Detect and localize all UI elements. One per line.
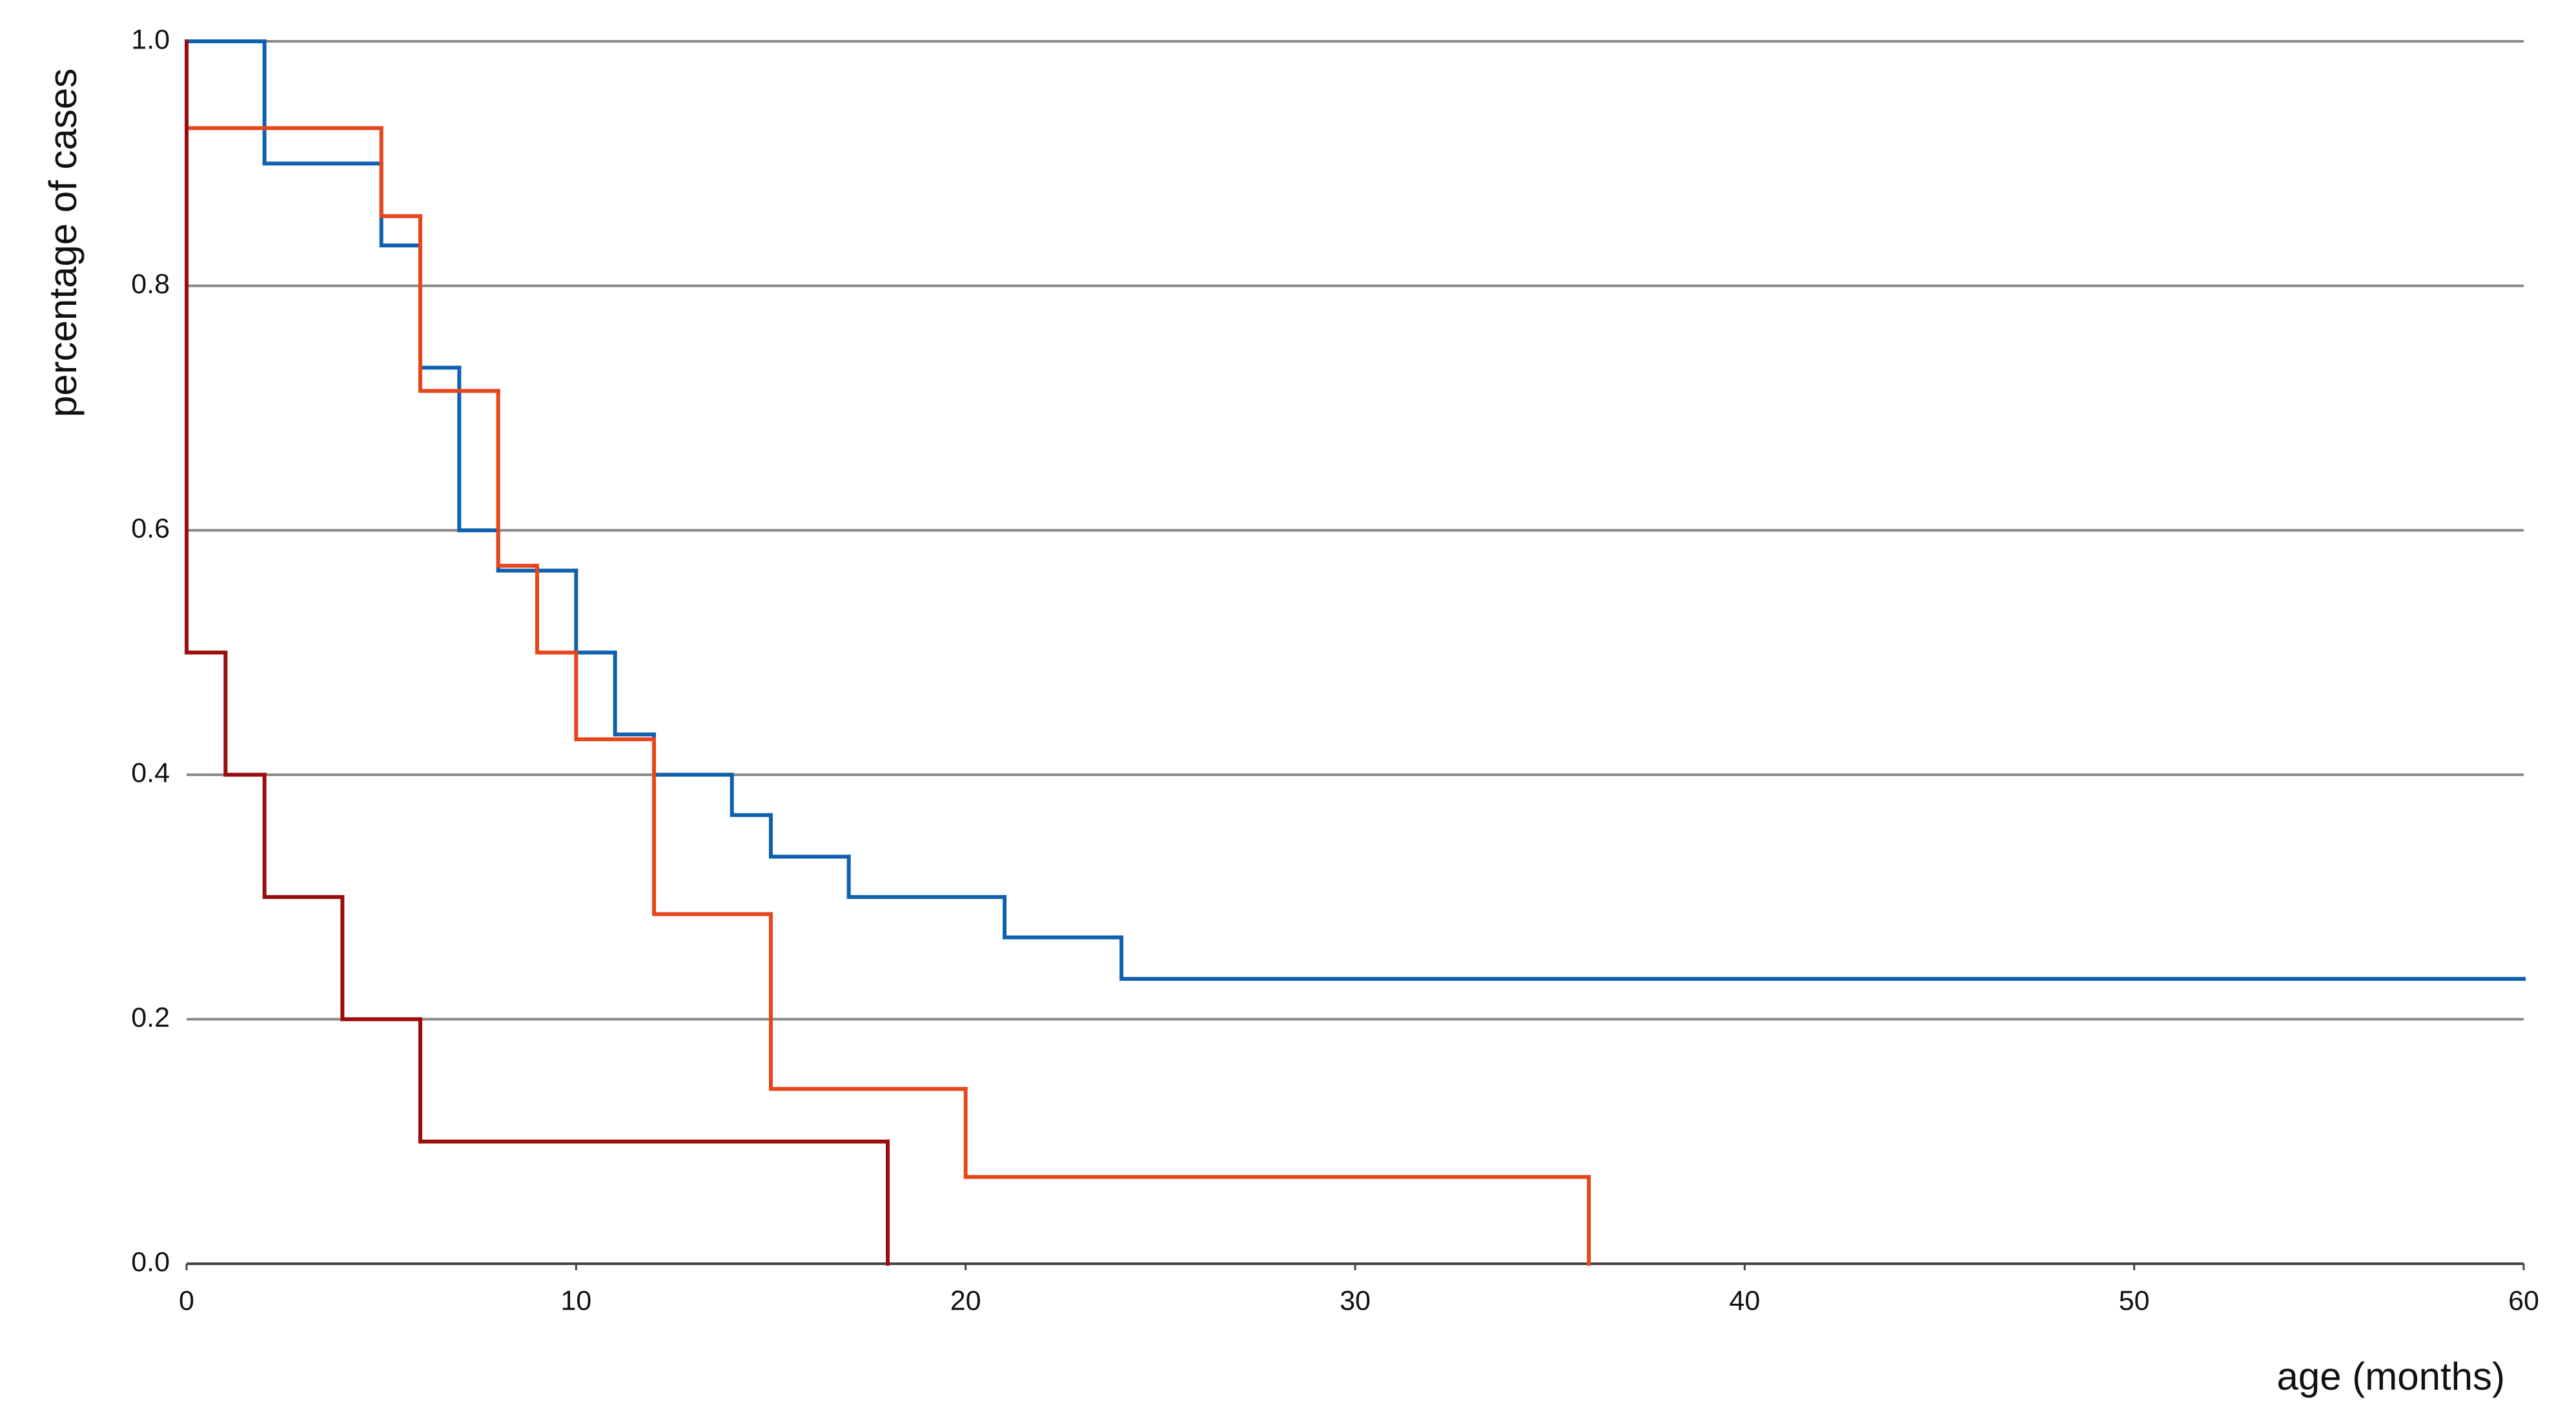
- step-segment: [574, 568, 617, 655]
- step-segment: [379, 161, 422, 248]
- step-segment: [613, 650, 656, 737]
- step-segment: [730, 772, 773, 818]
- y-axis-title: percentage of cases: [41, 68, 85, 417]
- step-segment: [769, 912, 968, 1091]
- step-segment: [535, 564, 578, 655]
- step-segment: [262, 39, 383, 166]
- step-segment: [185, 39, 228, 655]
- step-segment: [574, 650, 656, 741]
- step-segment: [262, 772, 345, 900]
- step-segment: [340, 895, 422, 1022]
- x-tick-label: 0: [179, 1285, 194, 1316]
- x-axis-title: age (months): [2277, 1355, 2506, 1398]
- step-segment: [769, 813, 851, 859]
- step-segment: [457, 365, 500, 533]
- y-tick-label: 0.8: [131, 269, 170, 300]
- step-segment: [418, 243, 462, 370]
- step-segment: [496, 389, 539, 568]
- step-segment: [379, 126, 422, 218]
- y-tick-label: 1.0: [131, 24, 170, 55]
- x-tick-label: 10: [560, 1285, 591, 1316]
- y-tick-label: 0.0: [131, 1246, 170, 1277]
- y-tick-label: 0.4: [131, 757, 170, 788]
- step-segment: [963, 1087, 1591, 1179]
- x-tick-label: 20: [950, 1285, 981, 1316]
- step-segment: [418, 214, 500, 393]
- step-segment: [185, 39, 383, 130]
- x-tick-label: 40: [1729, 1285, 1760, 1316]
- x-tick-label: 60: [2508, 1285, 2539, 1316]
- x-tick-label: 30: [1340, 1285, 1371, 1316]
- step-segment: [846, 854, 1007, 900]
- step-segment: [418, 1017, 890, 1144]
- step-segment: [1119, 935, 2526, 981]
- step-segment: [223, 650, 267, 777]
- step-segment: [652, 737, 773, 916]
- y-tick-label: 0.2: [131, 1002, 170, 1033]
- x-tick-label: 50: [2119, 1285, 2150, 1316]
- step-segment: [652, 732, 734, 777]
- step-segment: [1003, 895, 1123, 940]
- y-tick-label: 0.6: [131, 513, 170, 544]
